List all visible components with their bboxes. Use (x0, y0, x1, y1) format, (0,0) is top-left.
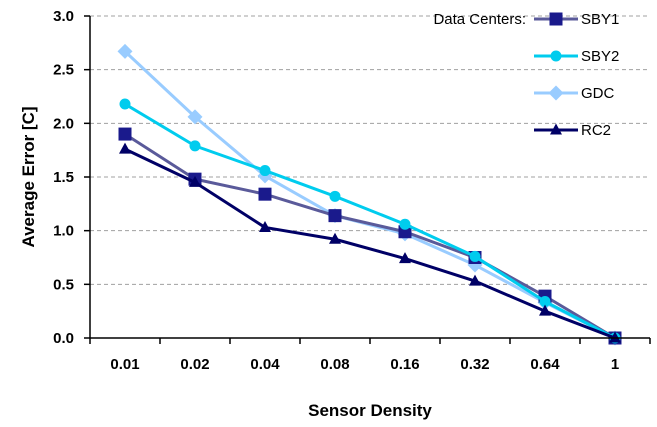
legend-entry-sby2: SBY2 (534, 48, 619, 65)
y-tick-label: 0.5 (53, 276, 74, 293)
y-tick-labels: 0.0 0.5 1.0 1.5 2.0 2.5 3.0 (53, 8, 74, 347)
data-point-sby2 (539, 296, 551, 308)
legend-swatch-marker (549, 12, 563, 26)
tick-marks (84, 15, 651, 344)
legend-entry-rc2: RC2 (534, 122, 611, 139)
y-tick-label: 2.0 (53, 115, 74, 132)
legend: Data Centers: SBY1 SBY2 GDC RC2 (433, 11, 619, 139)
legend-label: GDC (581, 85, 615, 102)
legend-entry-sby1: SBY1 (534, 11, 619, 28)
legend-swatch-marker (550, 123, 562, 135)
data-point-rc2 (119, 142, 131, 154)
data-point-sby1 (118, 127, 132, 141)
x-tick-label: 0.04 (250, 356, 280, 373)
data-point-sby2 (189, 140, 201, 152)
legend-label: SBY1 (581, 11, 619, 28)
y-tick-label: 1.5 (53, 169, 74, 186)
x-axis-title: Sensor Density (308, 401, 432, 420)
x-tick-labels: 0.01 0.02 0.04 0.08 0.16 0.32 0.64 1 (110, 356, 619, 373)
y-axis-title: Average Error [C] (19, 106, 38, 247)
legend-swatch-marker (550, 50, 562, 62)
y-tick-label: 0.0 (53, 330, 74, 347)
x-tick-label: 0.02 (180, 356, 209, 373)
data-point-sby2 (329, 190, 341, 202)
data-point-sby2 (259, 165, 271, 177)
data-point-sby2 (119, 98, 131, 110)
series-line-sby2 (124, 102, 616, 340)
series-layer (117, 43, 623, 346)
legend-label: RC2 (581, 122, 611, 139)
data-point-sby2 (399, 218, 411, 230)
data-point-rc2 (399, 252, 411, 264)
data-point-rc2 (259, 220, 271, 232)
x-tick-label: 0.16 (390, 356, 419, 373)
legend-title: Data Centers: (433, 11, 526, 28)
data-point-gdc (187, 109, 203, 125)
legend-label: SBY2 (581, 48, 619, 65)
grid-lines (90, 15, 650, 285)
y-tick-label: 2.5 (53, 62, 74, 79)
series-line-sby1 (124, 132, 616, 340)
x-tick-label: 0.01 (110, 356, 139, 373)
y-tick-label: 1.0 (53, 223, 74, 240)
data-point-rc2 (189, 175, 201, 187)
data-point-gdc (117, 43, 133, 59)
series-line-rc2 (124, 147, 616, 340)
data-point-rc2 (329, 232, 341, 244)
data-point-rc2 (539, 304, 551, 316)
legend-swatch-marker (548, 85, 564, 101)
x-tick-label: 0.32 (460, 356, 489, 373)
data-point-sby1 (258, 187, 272, 201)
series-rc2 (119, 142, 621, 343)
data-point-rc2 (609, 331, 621, 343)
y-tick-label: 3.0 (53, 8, 74, 25)
x-tick-label: 0.64 (530, 356, 560, 373)
data-point-rc2 (469, 274, 481, 286)
data-point-sby2 (469, 250, 481, 262)
data-point-sby1 (328, 209, 342, 223)
x-tick-label: 1 (611, 356, 619, 373)
x-tick-label: 0.08 (320, 356, 349, 373)
legend-entry-gdc: GDC (534, 85, 615, 102)
